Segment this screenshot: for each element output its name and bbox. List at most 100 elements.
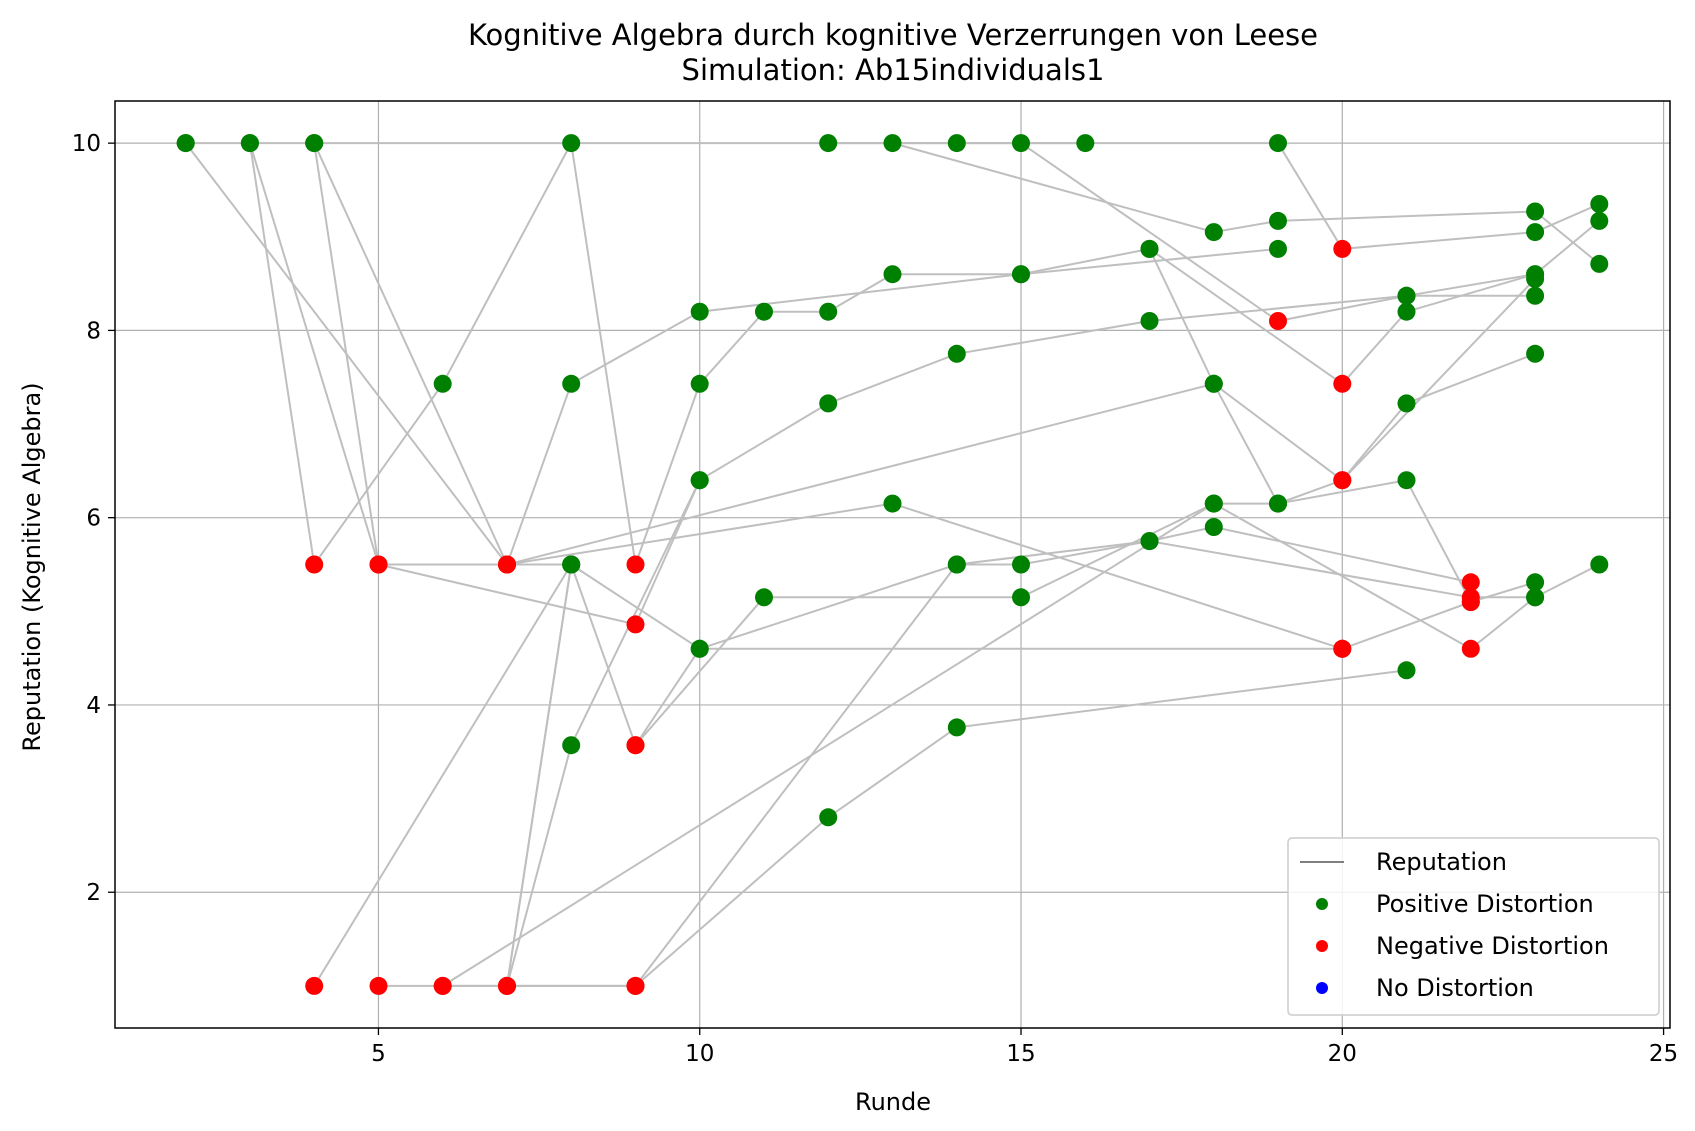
positive-distortion-point [1526,573,1545,592]
y-tick-label: 8 [86,318,101,344]
positive-distortion-point [1140,312,1159,330]
negative-distortion-point [1269,312,1287,330]
negative-distortion-point [1333,239,1352,258]
plot-frame [114,100,1671,1029]
positive-distortion-point [1269,211,1287,230]
positive-distortion-point [1590,211,1609,230]
x-tick-label: 15 [1006,1041,1035,1067]
positive-distortion-point [690,471,709,490]
negative-distortion-point [1461,593,1480,611]
positive-distortion-point [819,808,838,827]
positive-distortion-point [433,374,452,393]
negative-distortion-point [626,555,645,574]
positive-distortion-point [1526,588,1545,607]
negative-distortion-point [626,976,645,995]
reputation-line [313,142,1279,568]
positive-distortion-point [1269,134,1287,153]
positive-distortion-point [883,494,902,513]
positive-distortion-point [1397,471,1416,490]
x-tick-label: 25 [1649,1041,1678,1067]
data-points [176,134,1609,995]
positive-distortion-point [1012,134,1030,153]
positive-distortion-point [1012,555,1030,574]
legend-box [1287,837,1660,1016]
negative-distortion-point [1333,374,1352,393]
legend-label: Reputation [1376,848,1507,876]
positive-distortion-point [562,134,581,153]
negative-distortion-point [1461,573,1480,592]
positive-distortion-point [690,374,709,393]
positive-distortion-point [1397,302,1416,321]
legend: Reputation Positive Distortion Negative Di… [1287,837,1660,1016]
negative-distortion-point [626,615,645,634]
negative-distortion-point [1333,471,1352,490]
negative-distortion-point [305,555,324,574]
positive-distortion-point [562,555,581,574]
positive-distortion-point [1269,494,1287,513]
chart-subtitle: Simulation: Ab15individuals1 [682,53,1105,87]
positive-distortion-point [755,588,773,607]
positive-distortion-point [1204,494,1223,513]
negative-distortion-point [369,555,388,574]
positive-distortion-point [1590,254,1609,273]
y-tick-label: 10 [72,131,101,157]
positive-distortion-point [1397,394,1416,413]
y-axis-label: Reputation (Kognitive Algebra) [18,382,46,751]
positive-distortion-point [947,134,966,153]
positive-distortion-point [240,134,259,153]
legend-label: Negative Distortion [1376,932,1609,960]
legend-dot-marker [1316,982,1328,994]
positive-distortion-point [562,736,581,755]
positive-distortion-point [1012,588,1030,607]
positive-distortion-point [1204,518,1223,536]
reputation-line [634,502,1536,746]
reputation-line [507,540,1600,987]
positive-distortion-point [1204,374,1223,393]
positive-distortion-point [947,344,966,363]
positive-distortion-point [1590,555,1609,574]
positive-distortion-point [1076,134,1095,153]
positive-distortion-point [755,302,773,321]
positive-distortion-point [1140,532,1159,551]
positive-distortion-point [1526,286,1545,305]
positive-distortion-point [1140,239,1159,258]
negative-distortion-point [369,976,388,995]
negative-distortion-point [498,976,516,995]
positive-distortion-point [1204,223,1223,242]
negative-distortion-point [498,555,516,574]
positive-distortion-point [1590,195,1609,213]
positive-distortion-point [883,265,902,284]
positive-distortion-point [1397,661,1416,680]
positive-distortion-point [562,374,581,393]
legend-dot-marker [1316,940,1328,952]
positive-distortion-point [819,302,838,321]
positive-distortion-point [1269,239,1287,258]
y-tick-label: 4 [86,693,101,719]
chart-title: Kognitive Algebra durch kognitive Verzer… [468,18,1318,52]
x-tick-label: 20 [1328,1041,1357,1067]
positive-distortion-point [883,134,902,153]
positive-distortion-point [1526,344,1545,363]
legend-dot-marker [1316,898,1328,910]
positive-distortion-point [1397,286,1416,305]
reputation-line [184,142,1536,566]
x-tick-label: 5 [371,1041,386,1067]
negative-distortion-point [626,736,645,755]
positive-distortion-point [947,555,966,574]
negative-distortion-point [305,976,324,995]
y-tick-label: 6 [86,506,101,532]
positive-distortion-point [819,134,838,153]
positive-distortion-point [947,718,966,737]
positive-distortion-point [1526,202,1545,221]
x-tick-label: 10 [685,1041,714,1067]
x-axis-label: Runde [855,1088,931,1116]
negative-distortion-point [1461,639,1480,658]
y-tick-label: 2 [86,880,101,906]
reputation-line [1020,142,1536,323]
positive-distortion-point [690,302,709,321]
legend-label: No Distortion [1376,974,1534,1002]
axis-ticks: 5 10 15 20 25 2 4 6 8 10 [72,131,1678,1067]
negative-distortion-point [433,976,452,995]
positive-distortion-point [1526,223,1545,242]
